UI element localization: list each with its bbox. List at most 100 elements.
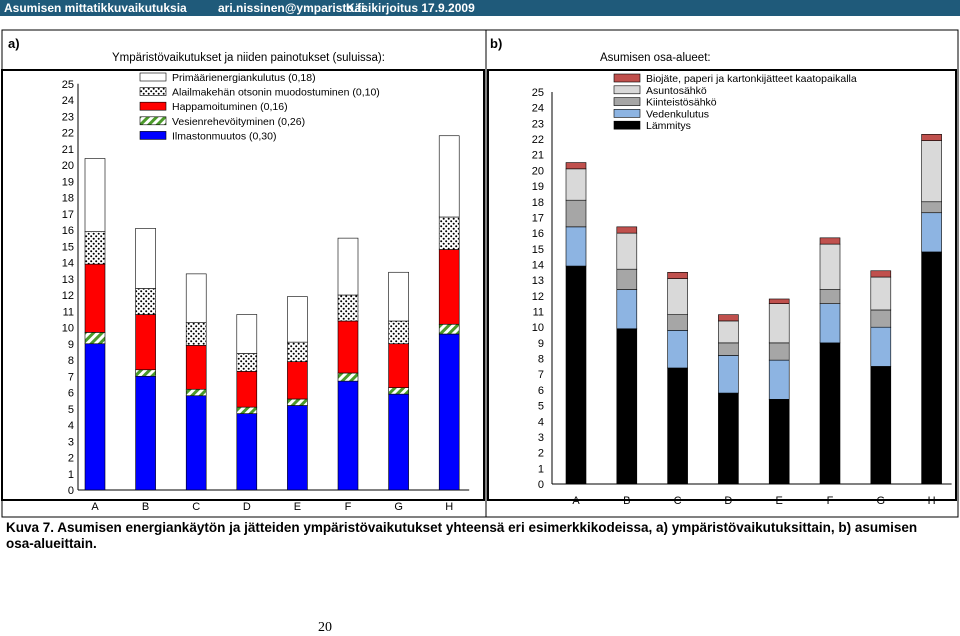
chart-b-ytick-24: 24 <box>532 103 544 115</box>
chart-a-bar-G-primaari <box>388 271 409 322</box>
chart-b-bar-B-kiinteistosahko <box>616 268 638 290</box>
chart-a-bar-F-happamoituminen <box>337 320 359 374</box>
chart-b-ytick-0: 0 <box>538 479 544 491</box>
chart-b-bar-B-biojate <box>616 226 638 234</box>
chart-b-ytick-19: 19 <box>532 181 544 193</box>
chart-a-bar-A-alailmakehan <box>84 231 106 265</box>
panel-a-label: a) <box>8 36 20 51</box>
chart-a-bar-A-happamoituminen <box>84 263 106 333</box>
chart-b-bar-A-lammitys <box>565 265 587 485</box>
chart-b-bar-H-kiinteistosahko <box>921 201 942 214</box>
chart-b-bar-F-vedenkulutus <box>819 303 841 344</box>
chart-b-bar-F-kiinteistosahko <box>819 289 841 304</box>
header-email: ari.nissinen@ymparisto.fi <box>218 1 365 15</box>
chart-a-bar-G-vesien <box>388 387 409 395</box>
chart-a-ytick-7: 7 <box>68 371 74 383</box>
chart-b-ytick-20: 20 <box>532 165 544 177</box>
chart-a-bar-E-primaari <box>287 296 308 343</box>
chart-b-bar-D-biojate <box>718 314 739 322</box>
chart-b-bar-E-lammitys <box>768 399 790 485</box>
chart-a-category-D: D <box>243 501 251 513</box>
chart-a-category-C: C <box>192 501 200 513</box>
chart-b-bar-G-lammitys <box>870 366 892 485</box>
panel-a-plot-frame <box>1 69 485 501</box>
chart-b-ytick-4: 4 <box>538 416 544 428</box>
chart-b-ytick-25: 25 <box>532 87 544 99</box>
chart-b-bar-D-asuntosahko <box>718 320 739 344</box>
chart-b-bar-A-biojate <box>565 162 587 170</box>
chart-a-bar-E-vesien <box>287 398 308 406</box>
chart-a-bar-D-alailmakehan <box>236 353 258 372</box>
chart-b-ytick-22: 22 <box>532 134 544 146</box>
chart-b-category-E: E <box>776 495 783 507</box>
chart-b-ytick-21: 21 <box>532 150 544 162</box>
chart-b-bar-A-kiinteistosahko <box>565 199 587 228</box>
chart-b-ytick-23: 23 <box>532 118 544 130</box>
chart-a-legend-swatch-alailmakehan <box>139 87 167 96</box>
chart-b-bar-H-lammitys <box>921 251 942 485</box>
chart-b-bar-E-biojate <box>768 298 790 304</box>
chart-a-ytick-18: 18 <box>62 193 74 205</box>
chart-b-bar-D-lammitys <box>718 392 739 485</box>
chart-b-legend-label-asuntosahko: Asuntosähkö <box>646 85 707 97</box>
chart-a-bar-H-vesien <box>438 323 460 335</box>
chart-a-bar-H-ilmasto <box>438 333 460 491</box>
chart-b-category-A: A <box>572 495 580 507</box>
chart-b-legend-label-biojate: Biojäte, paperi ja kartonkijätteet kaato… <box>646 73 857 85</box>
chart-a-category-G: G <box>394 501 403 513</box>
chart-a-ytick-3: 3 <box>68 436 74 448</box>
chart-a-bar-H-happamoituminen <box>438 249 460 325</box>
chart-a-bar-E-alailmakehan <box>287 341 308 362</box>
chart-a-ytick-22: 22 <box>62 128 74 140</box>
chart-a-ytick-17: 17 <box>62 209 74 221</box>
chart-b-legend-label-kiinteistosahko: Kiinteistösähkö <box>646 97 717 109</box>
chart-a-ytick-24: 24 <box>62 95 74 107</box>
chart-a-bar-C-ilmasto <box>185 395 207 491</box>
chart-a-bar-G-alailmakehan <box>388 320 409 345</box>
chart-b-bar-C-lammitys <box>667 367 688 485</box>
chart-b-ytick-1: 1 <box>538 463 544 475</box>
chart-a-bar-C-happamoituminen <box>185 345 207 390</box>
chart-b-legend-swatch-lammitys <box>613 120 641 130</box>
chart-b-bar-B-lammitys <box>616 328 638 485</box>
chart-a-bar-A-vesien <box>84 332 106 345</box>
chart-a-category-H: H <box>445 501 453 513</box>
chart-a-bar-F-ilmasto <box>337 380 359 491</box>
chart-a-ytick-19: 19 <box>62 176 74 188</box>
page-number: 20 <box>318 620 332 635</box>
chart-b-ytick-11: 11 <box>533 307 544 319</box>
chart-b-bar-F-biojate <box>819 237 841 245</box>
chart-b-bar-B-asuntosahko <box>616 232 638 270</box>
chart-a-bar-E-ilmasto <box>287 405 308 491</box>
chart-a-category-B: B <box>142 501 149 513</box>
chart-a-bar-D-vesien <box>236 406 258 414</box>
chart-a-legend-swatch-ilmasto <box>139 131 167 140</box>
chart-b-bar-E-vedenkulutus <box>768 359 790 400</box>
chart-a-bar-B-vesien <box>135 369 156 377</box>
chart-a-category-F: F <box>345 501 352 513</box>
header-title: Asumisen mittatikkuvaikutuksia <box>4 1 187 15</box>
panel-b-plot-frame <box>487 69 957 501</box>
chart-b-bar-E-asuntosahko <box>768 303 790 344</box>
chart-b-ytick-2: 2 <box>538 448 544 460</box>
chart-a-bar-B-primaari <box>135 228 156 289</box>
chart-a-bar-B-happamoituminen <box>135 314 156 371</box>
chart-a-ytick-23: 23 <box>62 111 74 123</box>
chart-a-ytick-16: 16 <box>62 225 74 237</box>
chart-a-bar-A-ilmasto <box>84 343 106 491</box>
chart-a-bar-H-alailmakehan <box>438 216 460 250</box>
chart-a: 0123456789101112131415161718192021222324… <box>62 72 470 513</box>
chart-a-category-A: A <box>91 501 99 513</box>
chart-b-ytick-7: 7 <box>538 369 544 381</box>
chart-a-legend-swatch-happamoituminen <box>139 101 167 111</box>
chart-a-bar-D-primaari <box>236 314 258 354</box>
chart-a-ytick-6: 6 <box>68 388 74 400</box>
chart-b-legend-swatch-asuntosahko <box>613 85 641 95</box>
chart-b-legend-swatch-vedenkulutus <box>613 109 641 118</box>
chart-b-ytick-15: 15 <box>532 244 544 256</box>
chart-b-bar-C-biojate <box>667 272 688 279</box>
chart-b-bar-C-kiinteistosahko <box>667 314 688 331</box>
chart-a-ytick-1: 1 <box>68 469 74 481</box>
chart-b-ytick-16: 16 <box>532 228 544 240</box>
